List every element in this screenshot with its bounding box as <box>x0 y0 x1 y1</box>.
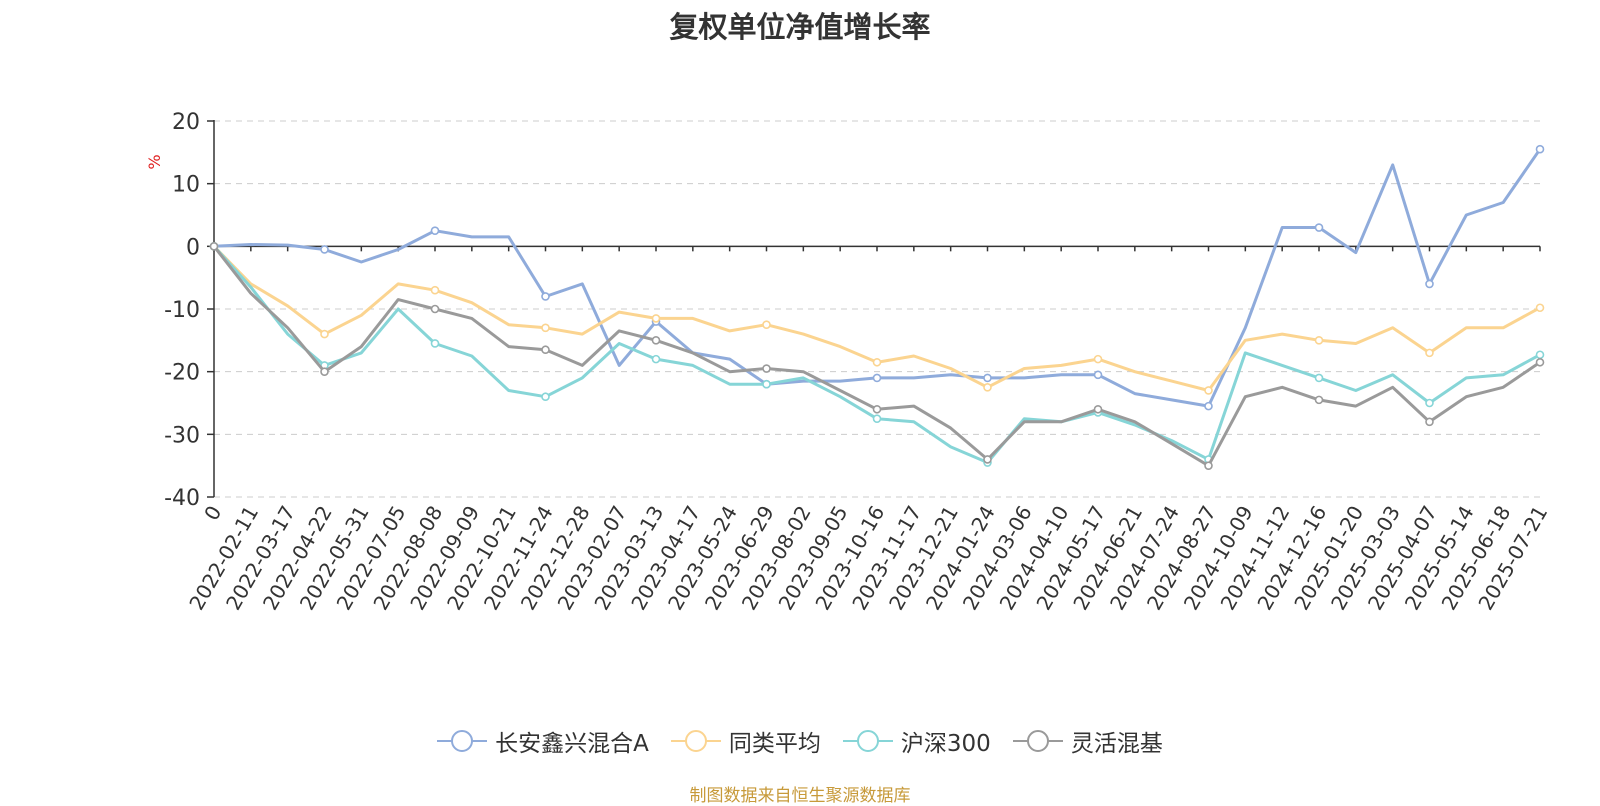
data-point <box>872 373 882 383</box>
data-point <box>983 373 992 383</box>
legend: 长安鑫兴混合A 同类平均 沪深300 灵活混基 <box>0 724 1600 758</box>
legend-label: 灵活混基 <box>1070 731 1163 757</box>
series-line <box>212 245 1541 464</box>
y-tick-label: -20 <box>164 361 200 386</box>
legend-label: 同类平均 <box>728 731 821 757</box>
y-tick-label: -40 <box>164 486 200 511</box>
data-point <box>1204 386 1213 395</box>
data-point <box>1425 398 1434 408</box>
data-point <box>1314 395 1324 405</box>
data-point <box>872 404 882 414</box>
data-point <box>762 320 771 329</box>
legend-swatch <box>437 729 488 753</box>
y-tick-label: 20 <box>172 110 200 135</box>
data-point <box>1535 350 1545 360</box>
data-point <box>872 414 882 423</box>
data-point <box>651 354 661 364</box>
chart-title: 复权单位净值增长率 <box>669 10 931 44</box>
data-point <box>651 336 661 345</box>
data-point <box>320 245 329 254</box>
data-point <box>1314 223 1324 232</box>
y-axis-label: % <box>145 154 164 169</box>
data-point <box>541 392 550 402</box>
data-point <box>320 329 329 339</box>
legend-label: 沪深300 <box>900 731 991 757</box>
data-point <box>1204 461 1213 470</box>
legend-item[interactable]: 长安鑫兴混合A <box>437 724 649 758</box>
x-tick-label: 0 <box>199 502 226 525</box>
data-point <box>1425 348 1434 358</box>
legend-item[interactable]: 沪深300 <box>842 724 991 758</box>
y-tick-label: -10 <box>164 298 200 323</box>
data-point <box>1314 336 1324 345</box>
data-point <box>1204 401 1213 411</box>
data-point <box>983 455 992 464</box>
series-line <box>213 148 1542 408</box>
data-point <box>1093 354 1103 364</box>
data-point <box>1093 370 1103 380</box>
series-line <box>212 245 1541 468</box>
data-point <box>872 357 882 367</box>
legend-swatch <box>670 729 721 753</box>
legend-swatch <box>842 729 893 753</box>
data-point <box>430 285 440 295</box>
legend-item[interactable]: 同类平均 <box>670 724 821 758</box>
legend-swatch <box>1012 729 1063 753</box>
data-point <box>320 367 329 376</box>
y-tick-label: 0 <box>186 235 200 260</box>
data-point <box>1314 373 1324 383</box>
data-point <box>1425 279 1434 289</box>
data-point <box>1535 357 1545 367</box>
data-point <box>430 304 440 314</box>
data-point <box>1535 303 1545 313</box>
data-point <box>1425 417 1434 427</box>
legend-label: 长安鑫兴混合A <box>495 731 649 757</box>
data-point <box>983 383 992 392</box>
data-point <box>651 314 661 323</box>
data-point <box>430 226 440 235</box>
data-point <box>541 345 550 355</box>
y-tick-label: -30 <box>164 423 200 448</box>
data-point <box>762 364 771 373</box>
data-point <box>430 339 440 348</box>
data-point <box>541 323 550 333</box>
legend-item[interactable]: 灵活混基 <box>1012 724 1163 758</box>
data-point <box>209 242 219 251</box>
data-point <box>1093 404 1103 414</box>
source-note: 制图数据来自恒生聚源数据库 <box>689 786 911 806</box>
data-point <box>762 379 771 389</box>
series-line <box>212 245 1541 392</box>
data-point <box>541 292 550 301</box>
data-point <box>1535 144 1545 154</box>
y-tick-label: 10 <box>172 173 200 198</box>
